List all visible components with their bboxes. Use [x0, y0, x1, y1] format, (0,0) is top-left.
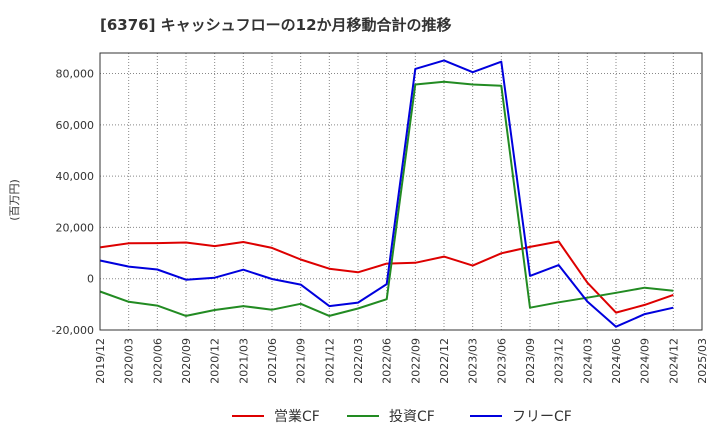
- x-tick-label: 2021/12: [323, 338, 336, 384]
- x-tick-label: 2021/09: [295, 338, 308, 384]
- x-tick-label: 2022/09: [409, 338, 422, 384]
- x-tick-label: 2020/03: [123, 338, 136, 384]
- y-tick-label: -20,000: [52, 324, 94, 337]
- legend: 営業CF 投資CF フリーCF: [232, 409, 572, 425]
- x-tick-label: 2024/12: [667, 338, 680, 384]
- x-tick-label: 2020/12: [209, 338, 222, 384]
- legend-label: フリーCF: [512, 409, 572, 425]
- x-tick-label: 2023/03: [467, 338, 480, 384]
- x-tick-label: 2024/09: [639, 338, 652, 384]
- x-tick-label: 2020/09: [180, 338, 193, 384]
- x-tick-label: 2023/06: [495, 338, 508, 384]
- y-tick-label: 60,000: [56, 119, 95, 132]
- x-tick-label: 2024/03: [581, 338, 594, 384]
- x-tick-label: 2021/06: [266, 338, 279, 384]
- y-tick-labels: -20,000 0 20,000 40,000 60,000 80,000: [52, 68, 94, 337]
- x-tick-label: 2019/12: [94, 338, 107, 384]
- series-lines: [99, 59, 674, 328]
- y-axis-label: (百万円): [8, 179, 21, 221]
- x-tick-label: 2021/03: [237, 338, 250, 384]
- x-tick-label: 2025/03: [696, 338, 709, 384]
- y-tick-label: 40,000: [56, 170, 95, 183]
- x-tick-label: 2023/12: [553, 338, 566, 384]
- series-line-2: [99, 80, 674, 317]
- x-tick-label: 2022/03: [352, 338, 365, 384]
- chart-title: [6376] キャッシュフローの12か月移動合計の推移: [100, 16, 452, 34]
- plot-frame: [99, 52, 703, 331]
- x-tick-label: 2020/06: [151, 338, 164, 384]
- x-tick-label: 2022/12: [438, 338, 451, 384]
- legend-label: 営業CF: [274, 409, 320, 425]
- x-tick-labels: 2019/12 2020/03 2020/06 2020/09 2020/12 2021/…: [94, 338, 709, 384]
- x-tick-label: 2023/09: [524, 338, 537, 384]
- y-tick-label: 20,000: [56, 221, 95, 234]
- y-tick-label: 0: [87, 273, 94, 286]
- x-tick-label: 2024/06: [610, 338, 623, 384]
- y-tick-label: 80,000: [56, 68, 95, 81]
- series-line-1: [99, 240, 674, 314]
- series-line-3: [99, 59, 674, 328]
- legend-label: 投資CF: [389, 409, 435, 425]
- x-tick-label: 2022/06: [381, 338, 394, 384]
